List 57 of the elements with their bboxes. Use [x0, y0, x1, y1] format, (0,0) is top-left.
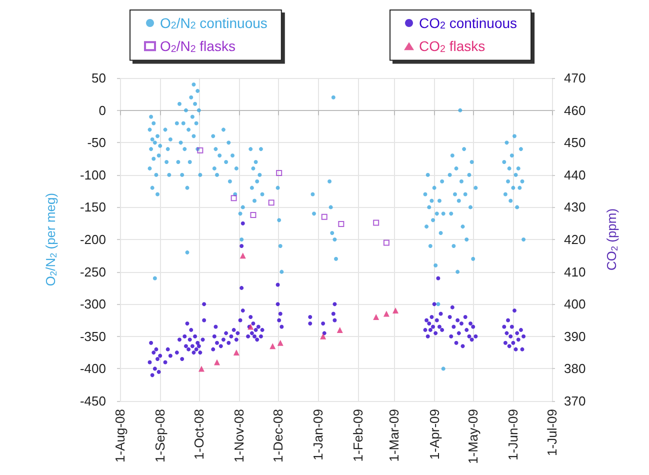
point — [276, 170, 282, 176]
point — [321, 214, 328, 220]
x-tick-label: 1-Oct-08 — [191, 409, 206, 460]
y2-tick-label: 470 — [564, 70, 586, 86]
y-tick-label: -450 — [80, 394, 106, 408]
x-tick-label: 1-May-09 — [466, 409, 481, 464]
point — [336, 326, 343, 333]
y-axis-title: O2/N2 (per meg) — [43, 192, 58, 286]
y2-tick-label: 410 — [564, 264, 586, 280]
y-tick-label: -250 — [80, 264, 106, 280]
point — [383, 310, 390, 317]
x-tick-label: 1-Feb-09 — [350, 409, 366, 462]
point — [392, 308, 398, 314]
x-tick-label: 1-Jan-09 — [310, 409, 326, 460]
y-tick-label: -300 — [80, 296, 106, 312]
point — [233, 350, 240, 356]
point — [197, 147, 204, 154]
x-tick-label: 1-Apr-09 — [426, 409, 442, 460]
x-tick-label: 1-Mar-09 — [386, 409, 402, 462]
y-tick-label: -50 — [87, 135, 106, 150]
y2-tick-label: 370 — [564, 394, 586, 408]
x-tick-label: 1-Jun-09 — [506, 409, 521, 460]
point — [320, 333, 326, 340]
x-tick-label: 1-Jul-09 — [544, 409, 560, 456]
y2-tick-label: 440 — [564, 167, 586, 182]
point — [198, 366, 204, 372]
y-tick-label: -200 — [80, 232, 106, 247]
x-tick-label: 1-Dec-08 — [270, 409, 286, 462]
y2-tick-label: 460 — [564, 102, 586, 118]
y2-tick-label: 450 — [564, 135, 586, 150]
point — [383, 240, 390, 246]
x-tick-label: 1-Sep-08 — [152, 409, 168, 462]
y-tick-label: 50 — [92, 70, 106, 86]
point — [373, 314, 380, 320]
point — [240, 252, 246, 259]
x-tick-label: 1-Nov-08 — [231, 409, 246, 462]
y2-tick-label: 390 — [564, 328, 586, 344]
y2-axis-title: CO2 (ppm) — [604, 208, 620, 271]
y2-tick-label: 420 — [564, 232, 586, 247]
point — [214, 359, 220, 366]
point — [338, 220, 344, 227]
point — [250, 212, 256, 218]
y-tick-label: 0 — [98, 102, 106, 118]
point — [277, 340, 284, 346]
x-tick-label: 1-Aug-08 — [112, 409, 128, 462]
point — [230, 195, 237, 202]
point — [268, 200, 274, 206]
y-tick-label: -150 — [80, 200, 106, 215]
point — [373, 220, 380, 226]
y-tick-label: -100 — [80, 167, 106, 182]
y-tick-label: -350 — [80, 328, 106, 344]
y2-tick-label: 430 — [564, 200, 586, 215]
point — [248, 324, 254, 330]
point — [270, 343, 276, 350]
y-tick-label: -400 — [80, 361, 106, 376]
y2-tick-label: 400 — [564, 296, 586, 312]
y2-tick-label: 380 — [564, 361, 586, 376]
